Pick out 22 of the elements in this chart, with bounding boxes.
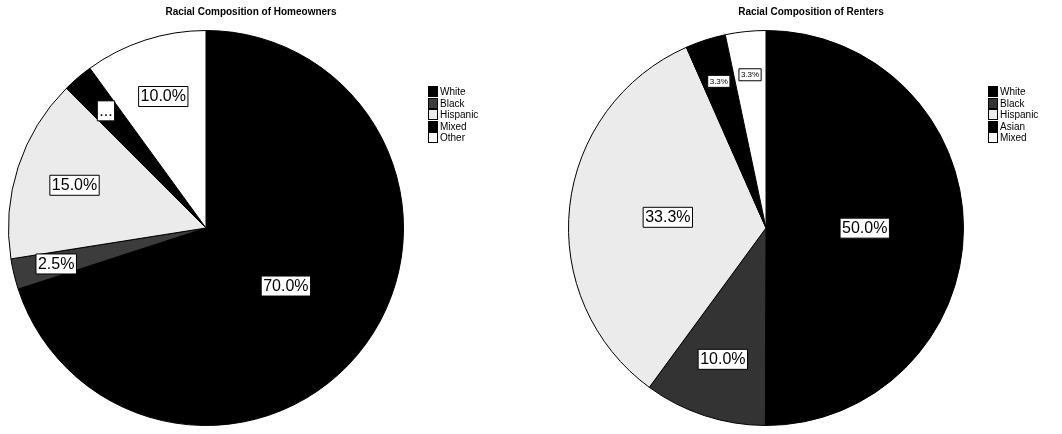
legend-label: Asian <box>1000 120 1026 132</box>
data-label: ... <box>99 101 113 119</box>
data-label: 3.3% <box>709 77 728 87</box>
chart-title: Racial Composition of Homeowners <box>164 6 338 18</box>
chart-title: Racial Composition of Renters <box>737 6 885 18</box>
legend-label: Black <box>440 97 465 109</box>
legend-label: Other <box>440 132 466 144</box>
legend-label: White <box>1000 86 1026 98</box>
data-label: 33.3% <box>645 208 691 226</box>
data-label: 50.0% <box>842 219 888 237</box>
legend-label: White <box>440 86 466 98</box>
data-label: 70.0% <box>263 276 309 294</box>
data-label: 2.5% <box>37 254 75 272</box>
data-label: 15.0% <box>51 176 98 194</box>
data-label: 10.0% <box>700 350 746 368</box>
data-label: 3.3% <box>740 70 760 80</box>
legend-label: Hispanic <box>440 109 479 121</box>
legend-label: Black <box>1000 97 1025 109</box>
legend-label: Mixed <box>440 120 467 132</box>
legend-label: Hispanic <box>1000 109 1039 121</box>
legend-label: Mixed <box>1000 132 1027 144</box>
data-label: 10.0% <box>140 87 186 105</box>
